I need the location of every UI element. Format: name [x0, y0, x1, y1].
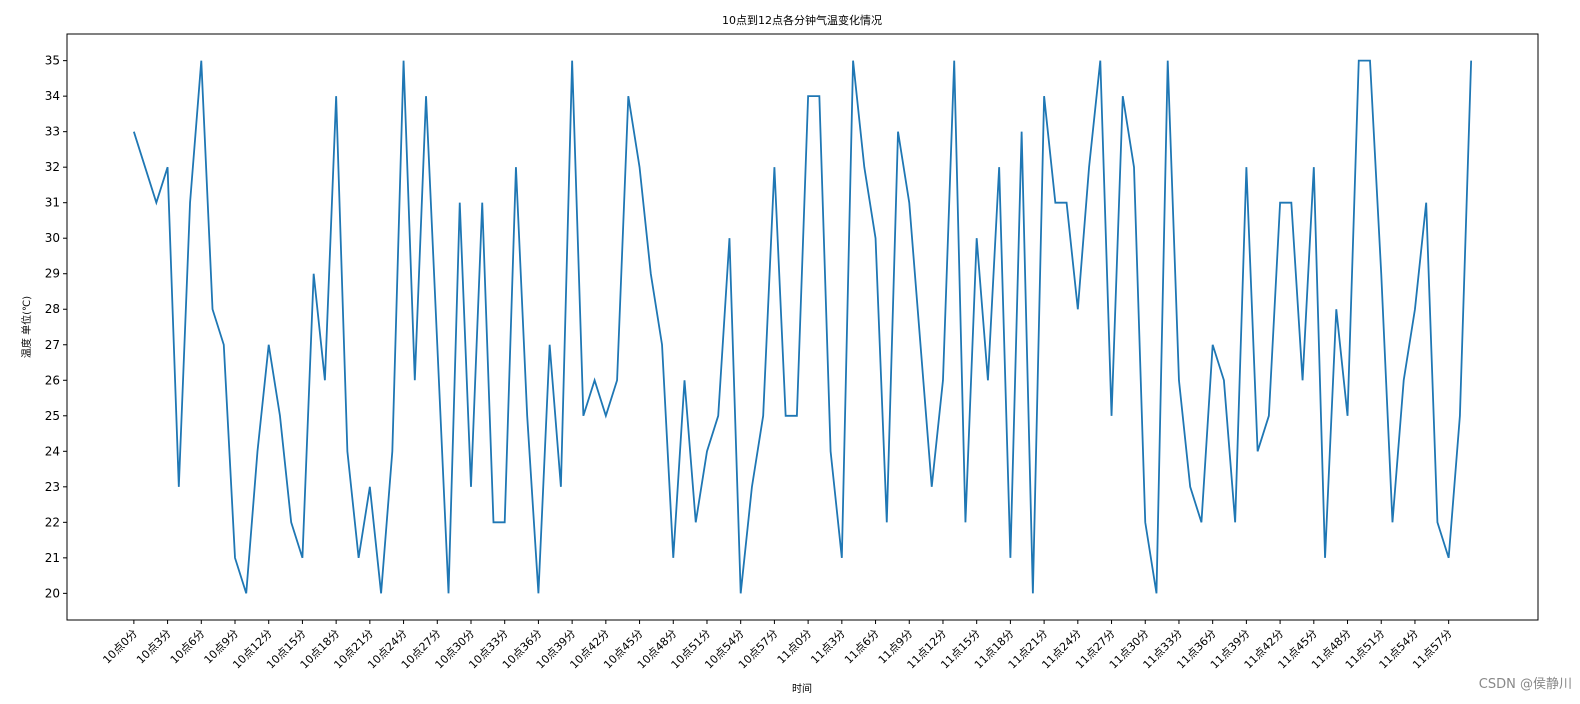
x-tick-label: 10点6分 [168, 627, 208, 667]
y-tick-label: 35 [45, 54, 60, 68]
y-tick-label: 24 [45, 444, 60, 458]
x-axis-label: 时间 [792, 682, 812, 695]
x-tick-label: 11点0分 [775, 627, 815, 667]
y-tick-label: 20 [45, 586, 60, 600]
x-tick-label: 11点6分 [842, 627, 882, 667]
x-tick-label: 10点3分 [134, 627, 174, 667]
y-tick-label: 26 [45, 373, 60, 387]
watermark: CSDN @侯静川 [1479, 677, 1572, 692]
y-tick-label: 29 [45, 267, 60, 281]
y-tick-label: 21 [45, 551, 60, 565]
y-tick-label: 31 [45, 196, 60, 210]
x-tick-label: 11点3分 [808, 627, 848, 667]
plot-frame [66, 33, 1539, 621]
y-tick-label: 25 [45, 409, 60, 423]
chart-title: 10点到12点各分钟气温变化情况 [722, 13, 882, 27]
line [133, 59, 1473, 594]
y-tick-label: 27 [45, 338, 60, 352]
y-tick-label: 22 [45, 515, 60, 529]
y-tick-label: 23 [45, 480, 60, 494]
y-tick-label: 28 [45, 302, 60, 316]
y-tick-label: 33 [45, 125, 60, 139]
y-tick-label: 32 [45, 160, 60, 174]
x-tick-label: 10点0分 [100, 627, 140, 667]
y-tick-label: 30 [45, 231, 60, 245]
y-axis-label: 温度 单位(℃) [20, 296, 33, 358]
y-tick-label: 34 [45, 89, 60, 103]
